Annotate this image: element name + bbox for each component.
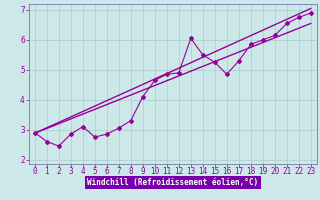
X-axis label: Windchill (Refroidissement éolien,°C): Windchill (Refroidissement éolien,°C) [87, 178, 258, 187]
